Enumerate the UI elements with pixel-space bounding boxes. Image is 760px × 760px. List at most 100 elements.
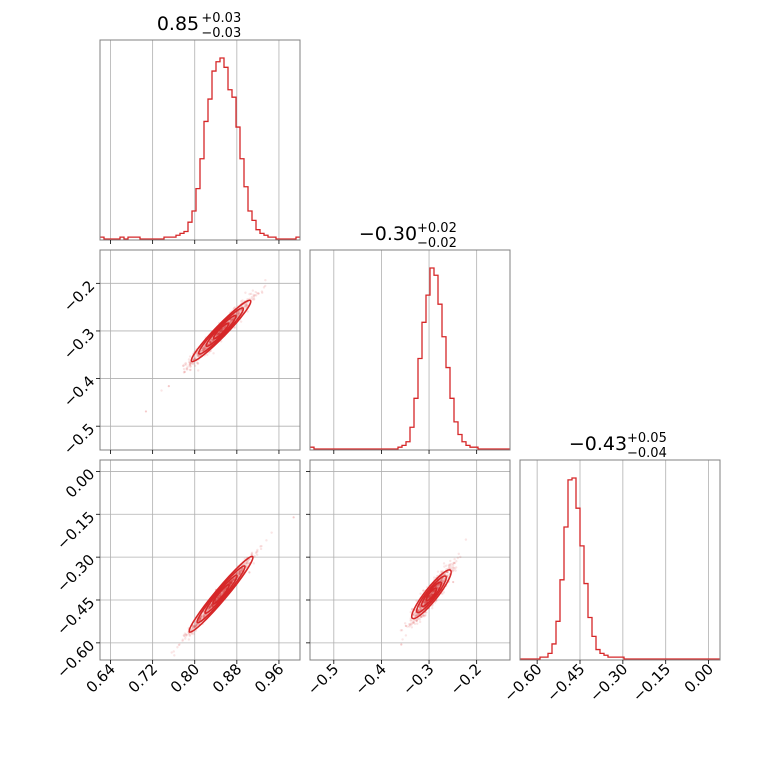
sample-point — [193, 624, 196, 627]
sample-point — [229, 321, 232, 324]
sample-point — [187, 638, 191, 641]
sample-point — [235, 311, 239, 314]
sample-point — [185, 367, 188, 371]
sample-point — [191, 627, 194, 630]
sample-point — [413, 614, 417, 618]
sample-point — [188, 634, 191, 638]
sample-point — [415, 614, 419, 617]
scatter-panel-2-0 — [96, 459, 301, 664]
sample-point — [229, 581, 233, 584]
sample-point — [415, 619, 418, 623]
sample-point — [210, 603, 213, 607]
sample-point — [210, 603, 213, 606]
sample-point — [195, 623, 199, 627]
sample-point — [229, 581, 233, 585]
sample-point — [228, 582, 232, 585]
sample-point — [194, 624, 197, 628]
sample-point — [194, 623, 197, 626]
param-title-plus-0: +0.03 — [201, 11, 241, 26]
sample-point — [259, 545, 262, 548]
sample-point — [210, 605, 213, 609]
sample-point — [193, 625, 196, 629]
sample-point — [438, 583, 441, 586]
sample-point — [196, 362, 200, 365]
sample-point — [186, 365, 189, 369]
sample-point — [441, 579, 445, 583]
sample-point — [223, 589, 226, 592]
sample-point — [401, 638, 404, 641]
sample-point — [292, 516, 295, 519]
sample-point — [198, 617, 202, 621]
sample-point — [254, 551, 258, 555]
sample-point — [207, 607, 211, 610]
sample-point — [245, 303, 249, 307]
sample-point — [429, 594, 432, 597]
sample-point — [238, 572, 241, 576]
sample-point — [453, 557, 456, 561]
sample-point — [246, 310, 249, 313]
sample-point — [250, 551, 254, 555]
sample-point — [230, 579, 233, 583]
sample-point — [209, 340, 212, 343]
sample-point — [430, 592, 434, 596]
sample-point — [203, 345, 206, 349]
sample-point — [232, 578, 235, 581]
sample-point — [449, 562, 452, 566]
sample-point — [210, 603, 213, 606]
sample-point — [441, 578, 444, 581]
sample-point — [415, 619, 418, 622]
sample-point — [229, 319, 232, 323]
sample-point — [185, 366, 188, 370]
sample-point — [202, 613, 205, 616]
sample-point — [183, 370, 187, 374]
sample-point — [216, 332, 219, 336]
sample-point — [245, 305, 248, 308]
sample-point — [210, 604, 213, 607]
sample-point — [202, 614, 205, 617]
sample-point — [193, 357, 196, 361]
contour-level-1 — [212, 583, 230, 605]
sample-point — [421, 614, 425, 617]
sample-point — [237, 311, 240, 315]
sample-point — [231, 578, 234, 581]
sample-point — [222, 326, 226, 329]
sample-point — [238, 569, 241, 573]
axes-frame — [309, 459, 511, 661]
param-title-minus-2: −0.04 — [627, 446, 667, 461]
sample-point — [232, 577, 236, 581]
sample-point — [229, 582, 232, 585]
sample-point — [211, 604, 215, 607]
sample-point — [415, 619, 419, 622]
sample-point — [182, 634, 186, 637]
sample-point — [442, 579, 445, 583]
sample-point — [192, 632, 195, 636]
sample-point — [410, 608, 414, 611]
sample-point — [194, 622, 197, 625]
sample-point — [208, 606, 212, 609]
sample-point — [206, 353, 209, 356]
sample-point — [202, 615, 206, 618]
sample-point — [217, 595, 220, 599]
sample-point — [250, 552, 253, 556]
sample-point — [185, 634, 188, 637]
sample-point — [245, 564, 248, 568]
sample-point — [231, 579, 234, 582]
sample-point — [210, 604, 213, 607]
sample-point — [422, 615, 426, 618]
sample-point — [191, 626, 195, 629]
x-tick-label: −0.45 — [543, 660, 588, 705]
sample-point — [236, 312, 240, 316]
sample-point — [218, 593, 222, 597]
sample-point — [235, 313, 238, 316]
sample-point — [241, 299, 244, 302]
sample-point — [200, 615, 203, 618]
sample-point — [452, 580, 455, 584]
sample-point — [439, 578, 443, 582]
contour-level-4 — [188, 555, 254, 633]
sample-point — [428, 594, 432, 598]
histogram-step-2 — [520, 477, 720, 660]
sample-point — [415, 599, 418, 602]
sample-point — [194, 625, 197, 628]
sample-point — [451, 563, 455, 567]
sample-point — [202, 346, 206, 350]
